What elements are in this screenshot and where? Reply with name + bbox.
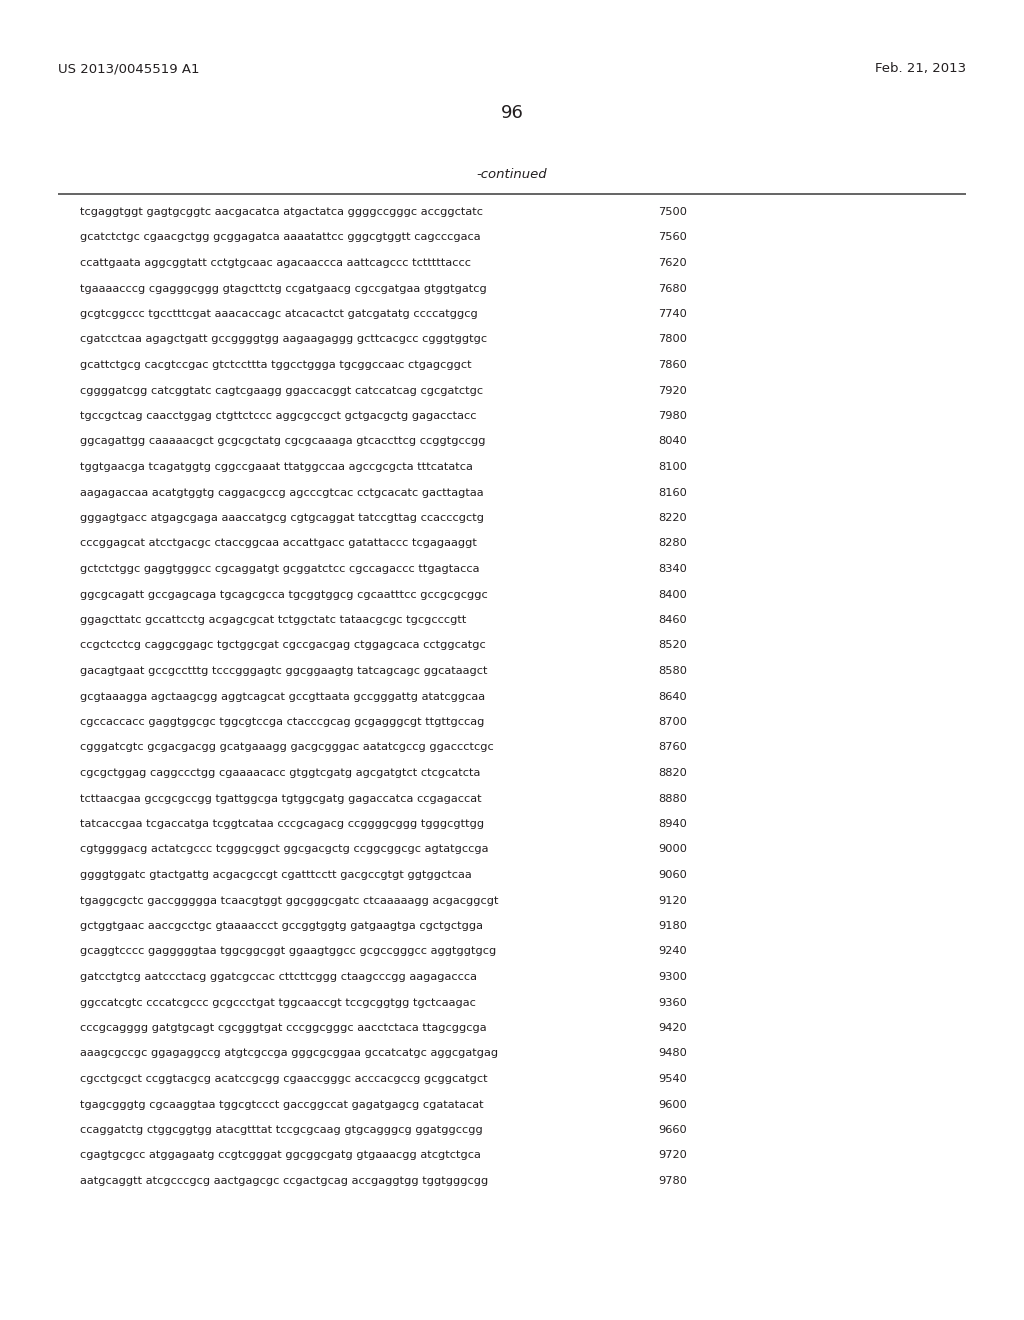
Text: ccaggatctg ctggcggtgg atacgtttat tccgcgcaag gtgcagggcg ggatggccgg: ccaggatctg ctggcggtgg atacgtttat tccgcgc… [80, 1125, 482, 1135]
Text: 8220: 8220 [658, 513, 687, 523]
Text: gatcctgtcg aatccctacg ggatcgccac cttcttcggg ctaagcccgg aagagaccca: gatcctgtcg aatccctacg ggatcgccac cttcttc… [80, 972, 477, 982]
Text: ggggtggatc gtactgattg acgacgccgt cgatttcctt gacgccgtgt ggtggctcaa: ggggtggatc gtactgattg acgacgccgt cgatttc… [80, 870, 472, 880]
Text: Feb. 21, 2013: Feb. 21, 2013 [874, 62, 966, 75]
Text: tcgaggtggt gagtgcggtc aacgacatca atgactatca ggggccgggc accggctatc: tcgaggtggt gagtgcggtc aacgacatca atgacta… [80, 207, 483, 216]
Text: 8760: 8760 [658, 742, 687, 752]
Text: 7500: 7500 [658, 207, 687, 216]
Text: cgcgctggag caggccctgg cgaaaacacc gtggtcgatg agcgatgtct ctcgcatcta: cgcgctggag caggccctgg cgaaaacacc gtggtcg… [80, 768, 480, 777]
Text: 9720: 9720 [658, 1151, 687, 1160]
Text: ggcgcagatt gccgagcaga tgcagcgcca tgcggtggcg cgcaatttcc gccgcgcggc: ggcgcagatt gccgagcaga tgcagcgcca tgcggtg… [80, 590, 487, 599]
Text: 8100: 8100 [658, 462, 687, 473]
Text: 7560: 7560 [658, 232, 687, 243]
Text: gcattctgcg cacgtccgac gtctccttta tggcctggga tgcggccaac ctgagcggct: gcattctgcg cacgtccgac gtctccttta tggcctg… [80, 360, 472, 370]
Text: cgagtgcgcc atggagaatg ccgtcgggat ggcggcgatg gtgaaacgg atcgtctgca: cgagtgcgcc atggagaatg ccgtcgggat ggcggcg… [80, 1151, 481, 1160]
Text: ggagcttatc gccattcctg acgagcgcat tctggctatc tataacgcgc tgcgcccgtt: ggagcttatc gccattcctg acgagcgcat tctggct… [80, 615, 466, 624]
Text: 9180: 9180 [658, 921, 687, 931]
Text: 9420: 9420 [658, 1023, 687, 1034]
Text: 7800: 7800 [658, 334, 687, 345]
Text: ggcagattgg caaaaacgct gcgcgctatg cgcgcaaaga gtcaccttcg ccggtgccgg: ggcagattgg caaaaacgct gcgcgctatg cgcgcaa… [80, 437, 485, 446]
Text: -continued: -continued [477, 168, 547, 181]
Text: 7980: 7980 [658, 411, 687, 421]
Text: 8280: 8280 [658, 539, 687, 549]
Text: cgtggggacg actatcgccc tcgggcggct ggcgacgctg ccggcggcgc agtatgccga: cgtggggacg actatcgccc tcgggcggct ggcgacg… [80, 845, 488, 854]
Text: aagagaccaa acatgtggtg caggacgccg agcccgtcac cctgcacatc gacttagtaa: aagagaccaa acatgtggtg caggacgccg agcccgt… [80, 487, 483, 498]
Text: 9480: 9480 [658, 1048, 687, 1059]
Text: gacagtgaat gccgcctttg tcccgggagtc ggcggaagtg tatcagcagc ggcataagct: gacagtgaat gccgcctttg tcccgggagtc ggcgga… [80, 667, 487, 676]
Text: 8400: 8400 [658, 590, 687, 599]
Text: cccgcagggg gatgtgcagt cgcgggtgat cccggcgggc aacctctaca ttagcggcga: cccgcagggg gatgtgcagt cgcgggtgat cccggcg… [80, 1023, 486, 1034]
Text: gggagtgacc atgagcgaga aaaccatgcg cgtgcaggat tatccgttag ccacccgctg: gggagtgacc atgagcgaga aaaccatgcg cgtgcag… [80, 513, 484, 523]
Text: 8580: 8580 [658, 667, 687, 676]
Text: ccgctcctcg caggcggagc tgctggcgat cgccgacgag ctggagcaca cctggcatgc: ccgctcctcg caggcggagc tgctggcgat cgccgac… [80, 640, 485, 651]
Text: 7680: 7680 [658, 284, 687, 293]
Text: cgcctgcgct ccggtacgcg acatccgcgg cgaaccgggc acccacgccg gcggcatgct: cgcctgcgct ccggtacgcg acatccgcgg cgaaccg… [80, 1074, 487, 1084]
Text: 9540: 9540 [658, 1074, 687, 1084]
Text: 9600: 9600 [658, 1100, 687, 1110]
Text: gcgtaaagga agctaagcgg aggtcagcat gccgttaata gccgggattg atatcggcaa: gcgtaaagga agctaagcgg aggtcagcat gccgtta… [80, 692, 485, 701]
Text: gcaggtcccc gagggggtaa tggcggcggt ggaagtggcc gcgccgggcc aggtggtgcg: gcaggtcccc gagggggtaa tggcggcggt ggaagtg… [80, 946, 497, 957]
Text: tgccgctcag caacctggag ctgttctccc aggcgccgct gctgacgctg gagacctacc: tgccgctcag caacctggag ctgttctccc aggcgcc… [80, 411, 476, 421]
Text: 8640: 8640 [658, 692, 687, 701]
Text: 9780: 9780 [658, 1176, 687, 1185]
Text: cccggagcat atcctgacgc ctaccggcaa accattgacc gatattaccc tcgagaaggt: cccggagcat atcctgacgc ctaccggcaa accattg… [80, 539, 477, 549]
Text: ccattgaata aggcggtatt cctgtgcaac agacaaccca aattcagccc tctttttaccc: ccattgaata aggcggtatt cctgtgcaac agacaac… [80, 257, 471, 268]
Text: tatcaccgaa tcgaccatga tcggtcataa cccgcagacg ccggggcggg tgggcgttgg: tatcaccgaa tcgaccatga tcggtcataa cccgcag… [80, 818, 484, 829]
Text: 9120: 9120 [658, 895, 687, 906]
Text: 7740: 7740 [658, 309, 687, 319]
Text: 96: 96 [501, 104, 523, 121]
Text: tgagcgggtg cgcaaggtaa tggcgtccct gaccggccat gagatgagcg cgatatacat: tgagcgggtg cgcaaggtaa tggcgtccct gaccggc… [80, 1100, 483, 1110]
Text: 8040: 8040 [658, 437, 687, 446]
Text: 9360: 9360 [658, 998, 687, 1007]
Text: cggggatcgg catcggtatc cagtcgaagg ggaccacggt catccatcag cgcgatctgc: cggggatcgg catcggtatc cagtcgaagg ggaccac… [80, 385, 483, 396]
Text: tgaaaacccg cgagggcggg gtagcttctg ccgatgaacg cgccgatgaa gtggtgatcg: tgaaaacccg cgagggcggg gtagcttctg ccgatga… [80, 284, 486, 293]
Text: 9660: 9660 [658, 1125, 687, 1135]
Text: 7920: 7920 [658, 385, 687, 396]
Text: tgaggcgctc gaccggggga tcaacgtggt ggcgggcgatc ctcaaaaagg acgacggcgt: tgaggcgctc gaccggggga tcaacgtggt ggcgggc… [80, 895, 499, 906]
Text: cgccaccacc gaggtggcgc tggcgtccga ctacccgcag gcgagggcgt ttgttgccag: cgccaccacc gaggtggcgc tggcgtccga ctacccg… [80, 717, 484, 727]
Text: 7860: 7860 [658, 360, 687, 370]
Text: US 2013/0045519 A1: US 2013/0045519 A1 [58, 62, 200, 75]
Text: 8460: 8460 [658, 615, 687, 624]
Text: gcgtcggccc tgcctttcgat aaacaccagc atcacactct gatcgatatg ccccatggcg: gcgtcggccc tgcctttcgat aaacaccagc atcaca… [80, 309, 478, 319]
Text: gcatctctgc cgaacgctgg gcggagatca aaaatattcc gggcgtggtt cagcccgaca: gcatctctgc cgaacgctgg gcggagatca aaaatat… [80, 232, 480, 243]
Text: 8880: 8880 [658, 793, 687, 804]
Text: gctggtgaac aaccgcctgc gtaaaaccct gccggtggtg gatgaagtga cgctgctgga: gctggtgaac aaccgcctgc gtaaaaccct gccggtg… [80, 921, 483, 931]
Text: tcttaacgaa gccgcgccgg tgattggcga tgtggcgatg gagaccatca ccgagaccat: tcttaacgaa gccgcgccgg tgattggcga tgtggcg… [80, 793, 481, 804]
Text: 8520: 8520 [658, 640, 687, 651]
Text: aaagcgccgc ggagaggccg atgtcgccga gggcgcggaa gccatcatgc aggcgatgag: aaagcgccgc ggagaggccg atgtcgccga gggcgcg… [80, 1048, 498, 1059]
Text: cgggatcgtc gcgacgacgg gcatgaaagg gacgcgggac aatatcgccg ggaccctcgc: cgggatcgtc gcgacgacgg gcatgaaagg gacgcgg… [80, 742, 494, 752]
Text: 9060: 9060 [658, 870, 687, 880]
Text: 9300: 9300 [658, 972, 687, 982]
Text: cgatcctcaa agagctgatt gccggggtgg aagaagaggg gcttcacgcc cgggtggtgc: cgatcctcaa agagctgatt gccggggtgg aagaaga… [80, 334, 487, 345]
Text: ggccatcgtc cccatcgccc gcgccctgat tggcaaccgt tccgcggtgg tgctcaagac: ggccatcgtc cccatcgccc gcgccctgat tggcaac… [80, 998, 476, 1007]
Text: 8940: 8940 [658, 818, 687, 829]
Text: 9240: 9240 [658, 946, 687, 957]
Text: aatgcaggtt atcgcccgcg aactgagcgc ccgactgcag accgaggtgg tggtgggcgg: aatgcaggtt atcgcccgcg aactgagcgc ccgactg… [80, 1176, 488, 1185]
Text: 7620: 7620 [658, 257, 687, 268]
Text: 8820: 8820 [658, 768, 687, 777]
Text: 9000: 9000 [658, 845, 687, 854]
Text: 8340: 8340 [658, 564, 687, 574]
Text: gctctctggc gaggtgggcc cgcaggatgt gcggatctcc cgccagaccc ttgagtacca: gctctctggc gaggtgggcc cgcaggatgt gcggatc… [80, 564, 479, 574]
Text: 8700: 8700 [658, 717, 687, 727]
Text: 8160: 8160 [658, 487, 687, 498]
Text: tggtgaacga tcagatggtg cggccgaaat ttatggccaa agccgcgcta tttcatatca: tggtgaacga tcagatggtg cggccgaaat ttatggc… [80, 462, 473, 473]
